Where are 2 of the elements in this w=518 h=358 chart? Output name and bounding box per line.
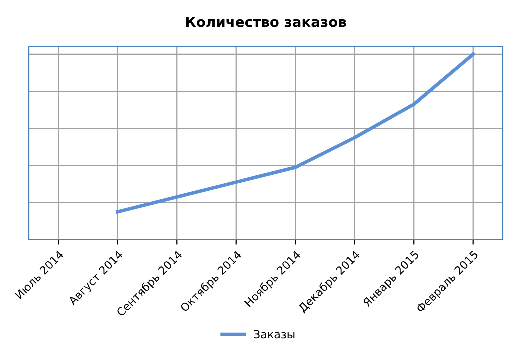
chart-title: Количество заказов <box>186 16 346 28</box>
legend-label: Заказы <box>254 330 295 339</box>
